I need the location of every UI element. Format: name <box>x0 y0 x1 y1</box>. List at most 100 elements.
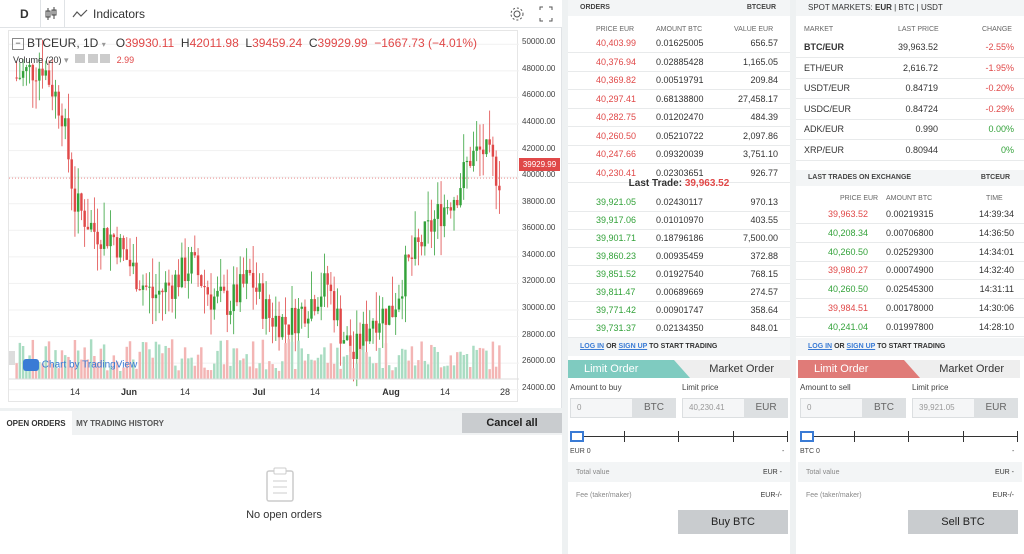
candle-type-icon[interactable] <box>44 0 58 28</box>
candle-body <box>459 188 462 206</box>
tradingview-watermark[interactable]: Chart by TradingView <box>23 359 137 371</box>
buy-limit-tab[interactable]: Limit Order <box>584 363 639 375</box>
login-rest: TO START TRADING <box>649 343 718 350</box>
bid-row[interactable]: 39,921.05 0.02430117 970.13 <box>568 193 790 211</box>
time-axis-label: 14 <box>440 387 450 397</box>
row-divider <box>796 260 1024 262</box>
market-price: 0.80944 <box>905 144 938 155</box>
indicators-icon[interactable] <box>72 0 88 28</box>
market-row[interactable]: USDT/EUR 0.84719 -0.20% <box>796 78 1024 98</box>
login-link[interactable]: LOG IN <box>580 343 605 350</box>
sell-slider-handle[interactable] <box>800 431 814 442</box>
filter-usdt[interactable]: USDT <box>920 3 943 12</box>
market-row[interactable]: BTC/EUR 39,963.52 -2.55% <box>796 37 1024 57</box>
sell-btc-button[interactable]: Sell BTC <box>908 510 1018 534</box>
volume-bar <box>371 363 375 379</box>
volume-bar <box>336 347 339 379</box>
row-divider <box>796 118 1024 120</box>
volume-bar <box>206 369 209 379</box>
volume-bar <box>219 340 222 379</box>
bid-row[interactable]: 39,851.52 0.01927540 768.15 <box>568 265 790 283</box>
buy-fee-label: Fee (taker/maker) <box>576 492 632 499</box>
signup-link[interactable]: SIGN UP <box>618 343 648 350</box>
bid-row[interactable]: 39,771.42 0.00901747 358.64 <box>568 301 790 319</box>
candle-body <box>57 91 60 116</box>
ask-row[interactable]: 40,230.41 0.02303651 926.77 <box>568 164 790 182</box>
ask-row[interactable]: 40,376.94 0.02885428 1,165.05 <box>568 53 790 71</box>
candle-body <box>200 275 203 286</box>
buy-slider-handle[interactable] <box>570 431 584 442</box>
candle-body <box>342 340 346 344</box>
ask-price: 40,403.99 <box>596 38 637 48</box>
ask-row[interactable]: 40,260.50 0.05210722 2,097.86 <box>568 127 790 145</box>
filter-eur[interactable]: EUR <box>875 3 892 12</box>
sell-market-tab[interactable]: Market Order <box>939 363 1004 375</box>
market-row[interactable]: USDC/EUR 0.84724 -0.29% <box>796 99 1024 119</box>
volume-bar <box>38 362 41 379</box>
candle-body <box>54 91 57 97</box>
left-scroll-handle[interactable] <box>9 351 15 365</box>
bid-row[interactable]: 39,860.23 0.00935459 372.88 <box>568 247 790 265</box>
gear-icon[interactable] <box>87 54 98 63</box>
volume-bar <box>15 363 18 379</box>
row-divider <box>796 98 1024 99</box>
bid-row[interactable]: 39,901.71 0.18796186 7,500.00 <box>568 229 790 247</box>
candle-body <box>238 274 242 303</box>
close-value: 39929.99 <box>317 36 368 50</box>
signup-link[interactable]: SIGN UP <box>846 343 876 350</box>
volume-bar <box>462 354 465 379</box>
buy-amount-value: 0 <box>577 403 582 412</box>
sell-balance-dash: - <box>1012 448 1015 455</box>
fullscreen-icon[interactable] <box>538 0 554 28</box>
cancel-all-button[interactable]: Cancel all <box>462 413 562 433</box>
buy-amount-input[interactable]: 0 BTC <box>570 398 676 418</box>
volume-dropdown-icon[interactable]: ▾ <box>64 55 69 65</box>
settings-icon[interactable] <box>508 0 526 28</box>
market-row[interactable]: XRP/EUR 0.80944 0% <box>796 140 1024 160</box>
buy-price-input[interactable]: 40,230.41 EUR <box>682 398 788 418</box>
sell-price-input[interactable]: 39,921.05 EUR <box>912 398 1018 418</box>
interval-button[interactable]: D <box>20 7 29 21</box>
ask-row[interactable]: 40,297.41 0.68138800 27,458.17 <box>568 90 790 108</box>
volume-bar <box>485 350 488 379</box>
volume-bar <box>349 345 352 379</box>
volume-bar <box>177 370 180 379</box>
bid-row[interactable]: 39,811.47 0.00689669 274.57 <box>568 283 790 301</box>
price-chart[interactable]: 14 Jun 14 Jul 14 Aug 14 28 − BTCEUR, 1D ▾ O3993… <box>8 30 519 402</box>
tab-trading-history[interactable]: MY TRADING HISTORY <box>76 419 164 428</box>
order-book-panel: ORDERS BTCEUR PRICE EUR AMOUNT BTC VALUE… <box>568 0 790 554</box>
ask-row[interactable]: 40,403.99 0.01625005 656.57 <box>568 34 790 52</box>
collapse-legend-icon[interactable]: − <box>12 38 24 50</box>
indicators-button[interactable]: Indicators <box>93 7 146 21</box>
time-axis-label: 28 <box>500 387 510 397</box>
col-market: MARKET <box>804 26 834 33</box>
ask-value: 656.57 <box>750 38 778 48</box>
market-row[interactable]: ETH/EUR 2,616.72 -1.95% <box>796 58 1024 78</box>
volume-bar <box>310 359 313 379</box>
volume-bar <box>277 370 281 379</box>
buy-amount-slider[interactable] <box>570 430 788 444</box>
volume-bar <box>297 340 300 379</box>
tab-open-orders[interactable]: OPEN ORDERS <box>0 411 72 435</box>
eye-icon[interactable] <box>75 54 86 63</box>
ask-row[interactable]: 40,247.66 0.09320039 3,751.10 <box>568 145 790 163</box>
ask-row[interactable]: 40,282.75 0.01202470 484.39 <box>568 108 790 126</box>
candle-body <box>307 318 310 324</box>
volume-bar <box>119 370 122 379</box>
sell-amount-slider[interactable] <box>800 430 1018 444</box>
filter-btc[interactable]: BTC <box>898 3 915 12</box>
buy-btc-button[interactable]: Buy BTC <box>678 510 788 534</box>
market-row[interactable]: ADK/EUR 0.990 0.00% <box>796 119 1024 139</box>
sell-limit-tab[interactable]: Limit Order <box>814 363 869 375</box>
price-axis-label: 50000.00 <box>522 37 556 47</box>
candle-body <box>141 285 145 290</box>
bid-row[interactable]: 39,731.37 0.02134350 848.01 <box>568 319 790 337</box>
login-link[interactable]: LOG IN <box>808 343 833 350</box>
symbol-dropdown-icon[interactable]: ▾ <box>101 40 106 49</box>
bid-row[interactable]: 39,917.06 0.01010970 403.55 <box>568 211 790 229</box>
close-icon[interactable] <box>100 54 111 63</box>
sell-amount-input[interactable]: 0 BTC <box>800 398 906 418</box>
buy-market-tab[interactable]: Market Order <box>709 363 774 375</box>
volume-bar <box>109 366 112 379</box>
ask-row[interactable]: 40,369.82 0.00519791 209.84 <box>568 71 790 89</box>
